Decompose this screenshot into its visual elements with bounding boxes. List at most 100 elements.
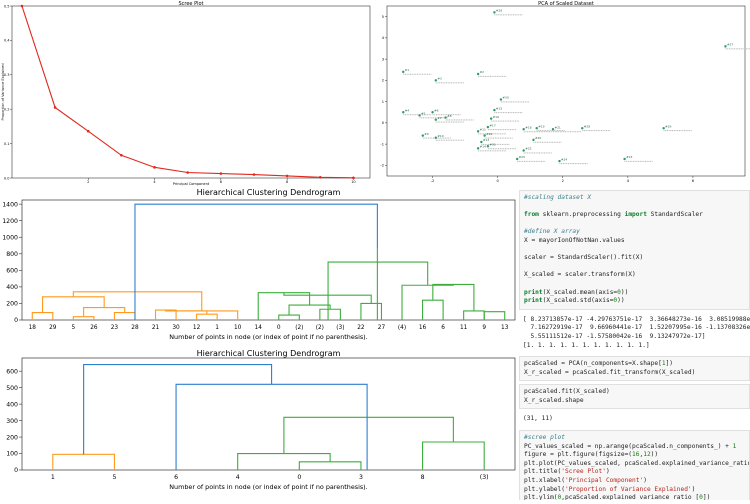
pca-point bbox=[532, 138, 535, 142]
scree-point bbox=[53, 106, 57, 109]
dendro1-xlabel: Number of points in node (or index of po… bbox=[169, 333, 367, 341]
pca-point bbox=[421, 134, 424, 137]
pca-point bbox=[431, 111, 434, 114]
scree-point bbox=[186, 171, 189, 174]
dendro1-leaf-label: 0 bbox=[277, 325, 281, 331]
dendro2-link bbox=[83, 364, 273, 455]
dendro2-ytick-label: 100 bbox=[6, 451, 18, 458]
dendro1-leaf-label: 10 bbox=[234, 325, 242, 331]
pca-point bbox=[535, 126, 538, 130]
pca-point-label: #27 bbox=[727, 43, 733, 47]
dendro1-ytick-label: 1000 bbox=[2, 234, 18, 241]
pca-point-label: #12 bbox=[486, 132, 492, 136]
dendro2-leaf-label: 0 bbox=[297, 474, 301, 481]
pca-scatter-figure: PCA of Scaled Dataset -2 -1 0 1 2 3 4 5 -2 0 2 4 6 #1 #… bbox=[375, 0, 750, 186]
code-cell-pca-shape[interactable]: pcaScaled.fit(X_scaled) X_r_scaled.shape bbox=[519, 384, 750, 410]
scree-xtick-label: 10 bbox=[351, 180, 355, 184]
dendro2-ytick-label: 300 bbox=[6, 418, 18, 425]
pca-point bbox=[623, 157, 626, 161]
scree-xtick-label: 2 bbox=[87, 180, 89, 184]
pca-point-label: #31 bbox=[489, 142, 495, 146]
pca-point-label: #17 bbox=[489, 123, 495, 127]
cell4-line: plt.ylim(0,pcaScaled.explained_variance_… bbox=[524, 494, 711, 500]
pca-xtick-label: 4 bbox=[627, 179, 630, 183]
dendro1-leaf-label: 12 bbox=[193, 325, 201, 331]
cell1-line bbox=[524, 280, 745, 289]
dendro1-link bbox=[165, 310, 239, 320]
scree-point bbox=[219, 172, 223, 175]
dendro1-leaf-label: (3) bbox=[336, 325, 344, 331]
pca-ytick-label: -1 bbox=[380, 142, 384, 146]
cell4-line: #scree plot bbox=[524, 434, 565, 442]
pca-point-label: #21 bbox=[554, 125, 560, 129]
scree-point bbox=[318, 176, 322, 179]
pca-ytick-label: 2 bbox=[382, 79, 384, 83]
pca-point bbox=[402, 70, 405, 74]
dendro1-ytick-label: 1400 bbox=[2, 201, 18, 208]
dendro1-ytick-label: 1200 bbox=[2, 218, 18, 225]
dendro1-leaf-label: (2) bbox=[295, 325, 303, 331]
dendro1-link bbox=[483, 311, 506, 320]
dendro1-link bbox=[72, 316, 95, 320]
dendro2-leaf-label: 6 bbox=[174, 474, 178, 481]
dendrogram-1-figure: Hierarchical Clustering Dendrogram Number… bbox=[0, 186, 519, 346]
dendro1-ytick-label: 800 bbox=[6, 251, 18, 258]
dendro2-xlabel: Number of points in node (or index of po… bbox=[169, 483, 367, 491]
pca-point bbox=[493, 11, 496, 14]
dendro1-link bbox=[401, 284, 454, 320]
out1-line: 7.16272919e-17 9.66960441e-17 1.52207995… bbox=[523, 324, 750, 332]
dendro2-ytick-label: 200 bbox=[6, 434, 18, 441]
pca-scatter-chart: PCA of Scaled Dataset -2 -1 0 1 2 3 4 5 -2 0 2 4 6 #1 #… bbox=[380, 1, 750, 183]
scree-ytick-label: 0.1 bbox=[4, 142, 10, 146]
cell4-line: figure = plt.figure(figsize=(16,12)) bbox=[524, 451, 659, 459]
dendro1-ytick-label: 400 bbox=[6, 284, 18, 291]
code-cell-scree-plot[interactable]: #scree plot PC_values_scaled = np.arange(… bbox=[519, 430, 750, 500]
out1-line: 5.55111512e-17 -1.57580042e-16 9.1324797… bbox=[523, 332, 706, 340]
notebook-code-pane[interactable]: #scaling dataset X from sklearn.preproce… bbox=[519, 190, 750, 500]
cell1-line bbox=[524, 246, 745, 255]
pca-point bbox=[476, 130, 480, 133]
pca-point bbox=[480, 140, 483, 144]
pca-point bbox=[476, 147, 480, 150]
out1-line: [ 8.23713857e-17 -4.29763751e-17 3.36648… bbox=[523, 315, 750, 323]
pca-point-label: #24 bbox=[561, 157, 567, 161]
pca-point bbox=[515, 157, 519, 161]
pca-point bbox=[724, 45, 727, 48]
scree-point bbox=[20, 4, 24, 8]
dendro1-leaf-label: 21 bbox=[152, 325, 160, 331]
cell4-line: plt.plot(PC_values_scaled, pcaScaled.exp… bbox=[524, 459, 750, 467]
cell4-line: plt.xlabel('Principal Component') bbox=[524, 477, 647, 485]
dendro2-link bbox=[52, 453, 115, 470]
pca-point-label: #23 bbox=[626, 155, 632, 159]
cell1-line: #define X array bbox=[524, 228, 580, 236]
dendro1-leaf-label: 14 bbox=[255, 325, 263, 331]
pca-point bbox=[551, 128, 555, 131]
code-cell-scaling[interactable]: #scaling dataset X from sklearn.preproce… bbox=[519, 190, 750, 310]
pca-xtick-label: 0 bbox=[497, 179, 500, 183]
dendro1-ytick-label: 600 bbox=[6, 268, 18, 275]
scree-xtick-label: 8 bbox=[286, 180, 288, 184]
pca-point-label: #18 bbox=[525, 125, 531, 129]
pca-point bbox=[434, 118, 438, 121]
dendro1-link bbox=[134, 203, 378, 320]
scree-point bbox=[153, 166, 156, 169]
pca-ytick-label: 0 bbox=[382, 121, 385, 125]
scree-point bbox=[86, 129, 90, 133]
pca-point bbox=[476, 72, 480, 76]
code-cell-pca-fit[interactable]: pcaScaled = PCA(n_components=X.shape[1])… bbox=[519, 356, 750, 382]
dendro2-leaf-label: (3) bbox=[480, 474, 489, 481]
dendro1-ytick-label: 200 bbox=[6, 301, 18, 308]
pca-point-label: #15 bbox=[496, 106, 502, 110]
dendro1-leaf-label: 1 bbox=[215, 325, 219, 331]
dendro1-leaf-label: 28 bbox=[131, 325, 139, 331]
dendro2-leaf-label: 5 bbox=[112, 474, 116, 481]
dendrogram-1-chart: Hierarchical Clustering Dendrogram Number… bbox=[2, 188, 516, 341]
pca-point-label: #10 bbox=[437, 134, 443, 138]
pca-point bbox=[522, 149, 525, 152]
cell1-line: scaler = StandardScaler().fit(X) bbox=[524, 254, 644, 262]
pca-point-label: #11 bbox=[480, 128, 486, 132]
out1-line: [1. 1. 1. 1. 1. 1. 1. 1. 1. 1. 1.] bbox=[523, 341, 650, 349]
pca-point bbox=[483, 134, 486, 137]
pca-point-label: #5 bbox=[421, 112, 426, 116]
pca-point-label: #13 bbox=[483, 138, 489, 142]
